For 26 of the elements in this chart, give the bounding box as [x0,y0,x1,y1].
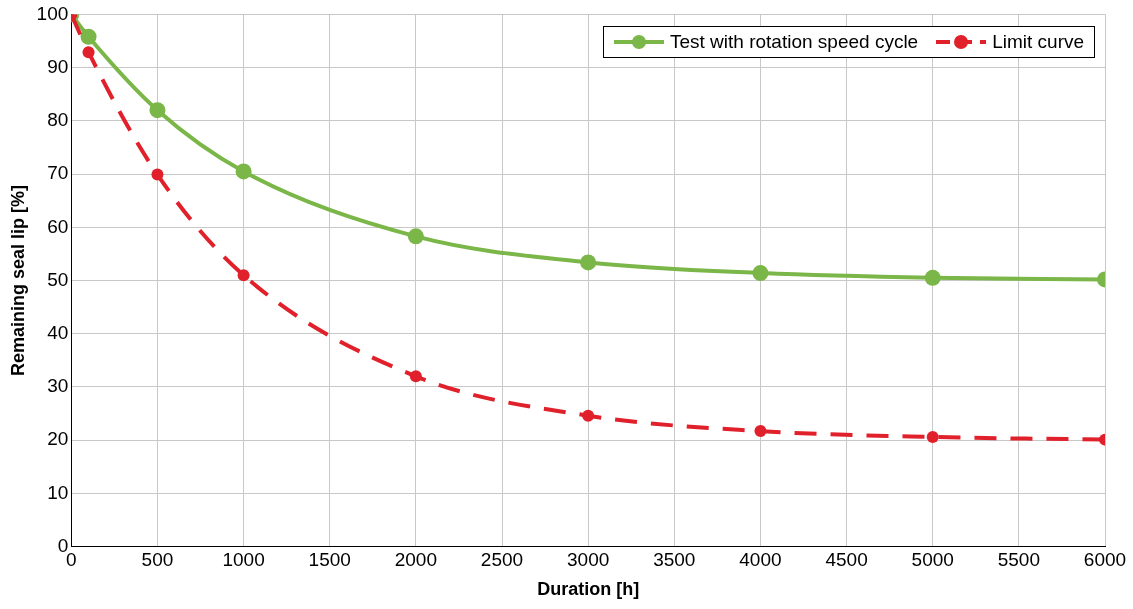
x-tick-label: 6000 [1083,549,1127,571]
x-tick-label: 1500 [308,549,351,571]
x-tick-label: 5000 [911,549,954,571]
x-axis-title: Duration [h] [537,579,640,600]
x-tick-label: 1000 [222,549,265,571]
x-tick-label: 4000 [739,549,782,571]
legend-label: Limit curve [992,31,1085,54]
x-tick-label: 2500 [480,549,524,571]
y-tick-label: 90 [47,55,69,77]
y-tick-label: 30 [47,375,69,397]
y-tick-label: 70 [47,162,69,184]
y-tick-label: 10 [47,481,69,503]
y-tick-label: 20 [47,428,69,450]
legend-label: Test with rotation speed cycle [670,31,919,54]
x-tick-label: 5500 [997,549,1040,571]
y-tick-label: 60 [47,215,69,237]
x-tick-label: 2000 [394,549,438,571]
y-tick-label: 100 [36,2,69,24]
x-tick-label: 3000 [567,549,610,571]
y-axis-title: Remaining seal lip [%] [7,184,28,377]
y-tick-label: 40 [47,321,69,343]
y-tick-label: 50 [47,268,69,290]
x-tick-label: 500 [141,549,174,571]
y-tick-label: 80 [47,109,69,131]
x-tick-label: 3500 [653,549,696,571]
x-tick-label: 4500 [825,549,868,571]
